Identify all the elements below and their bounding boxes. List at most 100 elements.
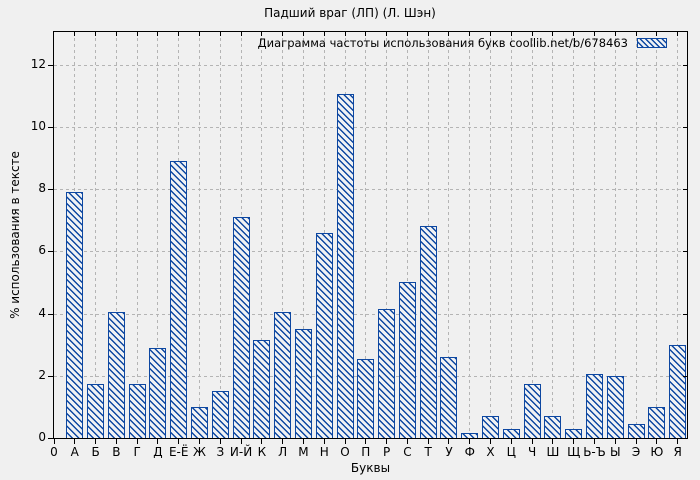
- x-gridline: [552, 32, 554, 438]
- x-tick: [178, 439, 180, 444]
- legend: Диаграмма частоты использования букв coo…: [258, 36, 667, 50]
- y-tick: [48, 375, 53, 377]
- x-gridline: [261, 32, 263, 438]
- x-tick: [635, 439, 637, 444]
- x-tick-label: С: [403, 445, 412, 459]
- chart-bar: [544, 416, 562, 438]
- x-tick: [552, 439, 554, 444]
- x-tick: [219, 439, 221, 444]
- chart-bar: [253, 340, 271, 438]
- x-gridline: [365, 32, 367, 438]
- x-tick-mirror: [677, 32, 679, 36]
- y-tick-label: 2: [38, 367, 46, 382]
- x-tick-label: В: [112, 445, 121, 459]
- chart-bar: [461, 433, 479, 438]
- x-tick: [386, 439, 388, 444]
- x-tick-mirror: [240, 32, 242, 36]
- x-tick: [573, 439, 575, 444]
- chart-bar: [274, 312, 292, 438]
- x-gridline: [136, 32, 138, 438]
- x-tick-mirror: [302, 32, 304, 36]
- x-tick-mirror: [386, 32, 388, 36]
- y-gridline: [54, 251, 687, 253]
- y-tick: [48, 64, 53, 66]
- x-tick: [614, 439, 616, 444]
- x-tick-label: Ь-Ъ: [583, 445, 606, 459]
- y-tick-mirror: [683, 126, 687, 128]
- y-tick: [48, 189, 53, 191]
- y-gridline: [54, 189, 687, 191]
- x-tick: [510, 439, 512, 444]
- x-tick-mirror: [115, 32, 117, 36]
- x-origin-label: 0: [50, 445, 58, 459]
- x-tick: [427, 439, 429, 444]
- y-axis-label: % использования в тексте: [8, 151, 22, 319]
- chart-bar: [585, 374, 603, 438]
- x-tick-mirror: [219, 32, 221, 36]
- x-gridline: [219, 32, 221, 438]
- chart-bar: [357, 358, 375, 438]
- x-tick-label: Г: [133, 445, 141, 459]
- y-tick-label: 4: [38, 305, 46, 320]
- chart-bar: [232, 217, 250, 438]
- x-gridline: [157, 32, 159, 438]
- x-gridline: [406, 32, 408, 438]
- x-gridline: [469, 32, 471, 438]
- y-tick-label: 8: [38, 181, 46, 196]
- x-gridline: [490, 32, 492, 438]
- x-tick: [95, 439, 97, 444]
- x-tick-mirror: [344, 32, 346, 36]
- x-gridline: [593, 32, 595, 438]
- x-gridline: [199, 32, 201, 438]
- chart-bar: [66, 192, 84, 438]
- y-tick-mirror: [683, 313, 687, 315]
- x-tick: [656, 439, 658, 444]
- chart-bar: [191, 406, 209, 438]
- x-tick-label: Ч: [528, 445, 537, 459]
- x-tick-label: Ф: [464, 445, 475, 459]
- x-tick-mirror: [469, 32, 471, 36]
- x-axis-label: Буквы: [350, 461, 391, 475]
- x-tick-label: Ш: [546, 445, 560, 459]
- x-gridline: [510, 32, 512, 438]
- x-tick-label: Ц: [506, 445, 516, 459]
- x-tick-mirror: [510, 32, 512, 36]
- x-tick-label: Ы: [609, 445, 621, 459]
- chart-bar: [627, 424, 645, 438]
- x-gridline: [95, 32, 97, 438]
- x-tick: [469, 439, 471, 444]
- chart-bar: [523, 383, 541, 438]
- y-tick-label: 12: [30, 56, 46, 71]
- x-tick-mirror: [282, 32, 284, 36]
- x-tick-mirror: [531, 32, 533, 36]
- chart-bar: [336, 94, 354, 438]
- y-tick-label: 0: [38, 430, 46, 444]
- x-tick: [365, 439, 367, 444]
- x-tick: [677, 439, 679, 444]
- x-tick: [136, 439, 138, 444]
- y-tick: [48, 126, 53, 128]
- chart-bar: [440, 357, 458, 438]
- y-tick: [48, 438, 53, 439]
- x-gridline: [531, 32, 533, 438]
- x-tick: [531, 439, 533, 444]
- x-tick-label: Э: [631, 445, 641, 459]
- x-tick-mirror: [656, 32, 658, 36]
- x-tick: [199, 439, 201, 444]
- x-tick-label: Щ: [567, 445, 581, 459]
- x-tick: [323, 439, 325, 444]
- x-gridline: [573, 32, 575, 438]
- x-tick-mirror: [261, 32, 263, 36]
- x-tick: [240, 439, 242, 444]
- x-tick-label: Ж: [193, 445, 206, 459]
- x-tick-label: Я: [673, 445, 682, 459]
- y-tick-mirror: [683, 64, 687, 66]
- x-tick-label: Е-Ё: [168, 445, 189, 459]
- y-tick-mirror: [683, 375, 687, 377]
- x-tick-label: Р: [382, 445, 391, 459]
- x-tick-mirror: [95, 32, 97, 36]
- chart-bar: [482, 416, 500, 438]
- x-tick-label: Д: [153, 445, 163, 459]
- x-tick-mirror: [593, 32, 595, 36]
- chart-bar: [211, 391, 229, 438]
